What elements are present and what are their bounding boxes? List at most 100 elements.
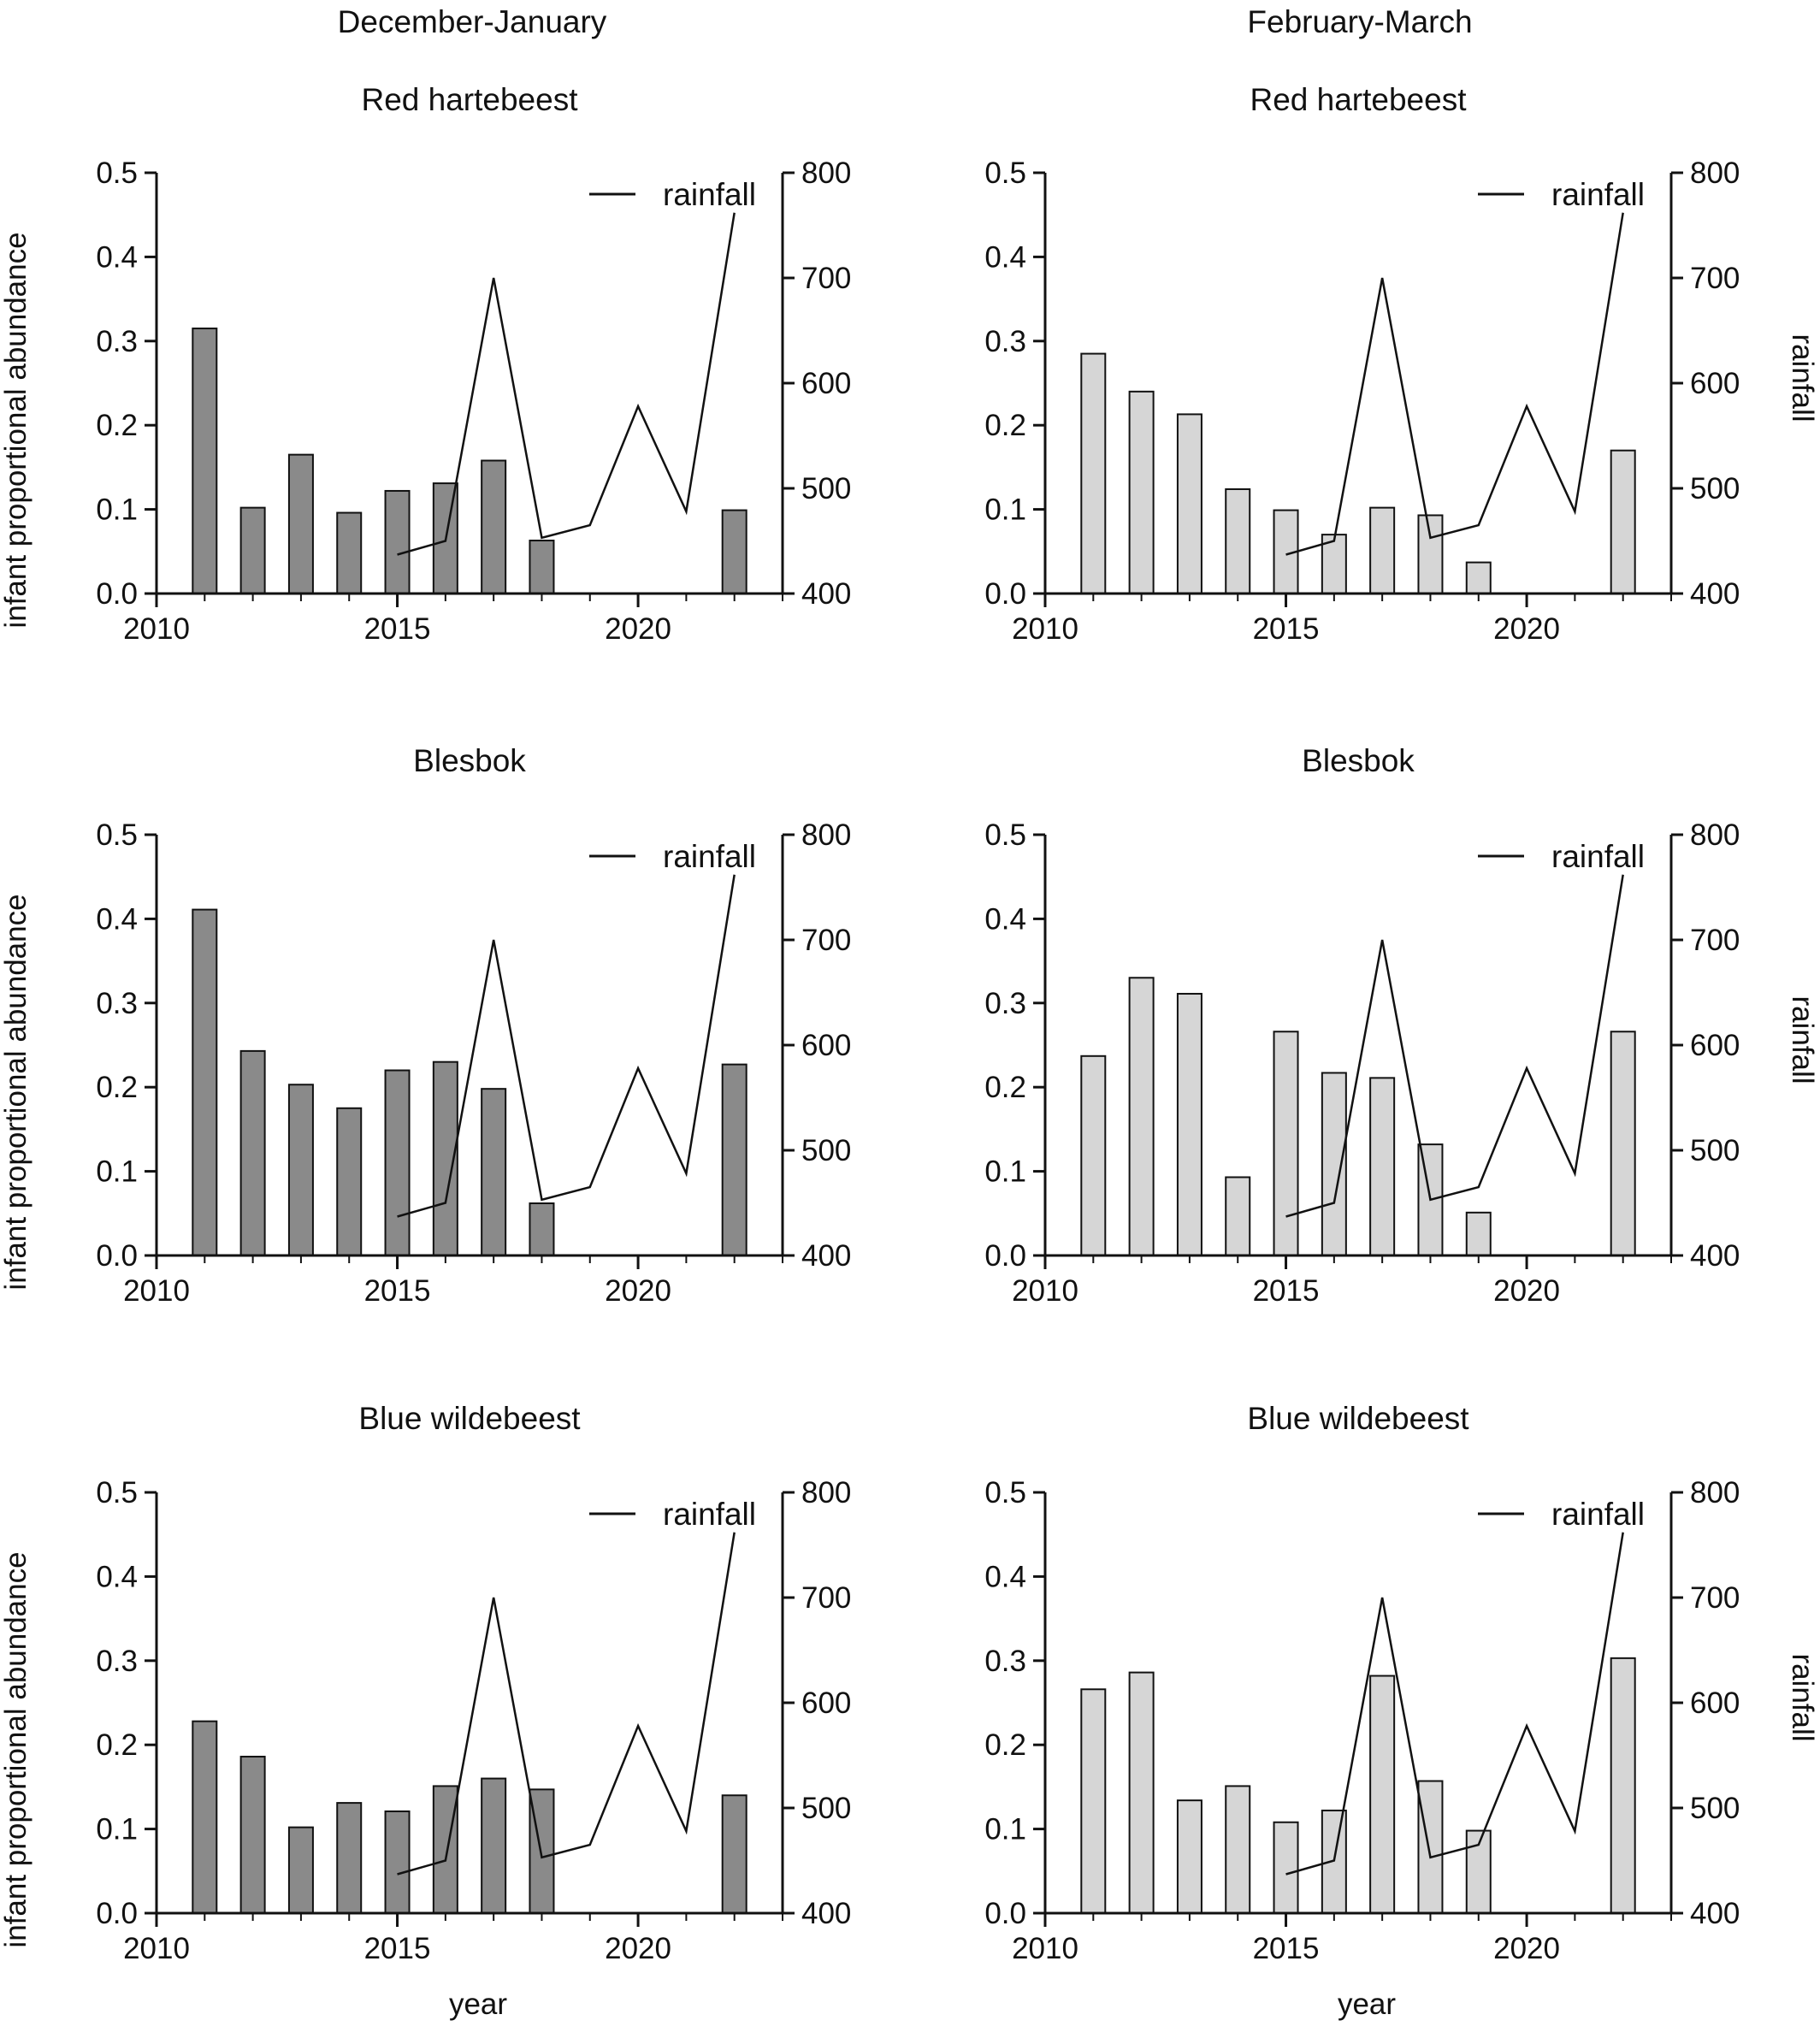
bar-2022 [1610,1031,1636,1256]
bar-2017 [1369,1077,1396,1256]
y2-tick-label: 400 [801,1239,851,1273]
bar-2015 [384,489,411,595]
y-tick-label: 0.5 [984,818,1026,852]
y-tick-label: 0.1 [984,1155,1026,1189]
rainfall-line [1285,212,1624,556]
y2-tick-label: 500 [801,472,851,505]
y-tick-label: 0.4 [96,240,138,274]
x-tick-label: 2020 [605,1274,671,1308]
x-tick-label: 2010 [123,612,190,646]
bar-2022 [1610,1657,1636,1915]
panels: Red hartebeest 0.0 0.1 0.2 0.3 0.4 0.5 400 500 60… [0,82,1819,2021]
bar-2012 [239,506,266,595]
bar-2013 [1176,1799,1202,1915]
bar-2014 [336,1107,363,1257]
column-title-dec-jan: December-January [338,4,607,39]
panel-dec-jan-0: Red hartebeest 0.0 0.1 0.2 0.3 0.4 0.5 400 500 60… [0,82,851,646]
x-tick-label: 2015 [364,612,431,646]
y-tick-label: 0.5 [984,157,1026,190]
legend-label: rainfall [1551,177,1645,212]
bar-2013 [287,453,314,595]
bar-2018 [1417,1143,1444,1257]
y2-tick-label: 700 [801,1581,851,1615]
x-tick-label: 2020 [605,1932,671,1965]
y-tick-label: 0.2 [96,1071,138,1104]
bar-2014 [1225,487,1251,595]
y2-tick-label: 700 [1690,262,1740,295]
y-tick-label: 0.4 [96,1560,138,1593]
panel-title: Blue wildebeest [1247,1401,1469,1436]
y2-tick-label: 800 [801,157,851,190]
y-tick-label: 0.3 [96,987,138,1020]
y-axis-label: infant proportional abundance [0,1551,32,1947]
bar-2016 [1321,1072,1347,1257]
y-tick-label: 0.1 [984,1813,1026,1846]
rainfall-line [397,1532,736,1876]
bar-2012 [239,1755,266,1915]
y2-tick-label: 800 [801,1476,851,1509]
x-tick-label: 2015 [1253,612,1320,646]
bar-2019 [1465,561,1492,594]
y2-tick-label: 500 [1690,1792,1740,1825]
y2-tick-label: 700 [801,262,851,295]
y-tick-label: 0.2 [96,1728,138,1762]
y-tick-label: 0.3 [96,325,138,358]
y2-tick-label: 400 [1690,1897,1740,1930]
y-tick-label: 0.0 [96,577,138,611]
bar-2018 [1417,1780,1444,1914]
bar-2011 [1080,1054,1107,1256]
panel-feb-mar-2: Blue wildebeest 0.0 0.1 0.2 0.3 0.4 0.5 400 500 6… [984,1401,1819,2021]
x-tick-label: 2010 [1012,1274,1078,1308]
bar-2012 [1128,977,1155,1257]
bar-2014 [1225,1785,1251,1915]
x-tick-label: 2010 [123,1274,190,1308]
panel-title: Blue wildebeest [358,1401,581,1436]
y2-tick-label: 800 [801,818,851,852]
y2-tick-label: 500 [801,1792,851,1825]
bar-2018 [529,1202,555,1256]
panel-title: Blesbok [1302,743,1415,778]
y2-tick-label: 800 [1690,157,1740,190]
bar-2011 [192,328,218,594]
bar-2022 [721,1794,748,1914]
y2-tick-label: 600 [801,1029,851,1062]
bar-2017 [1369,506,1396,595]
y-tick-label: 0.1 [96,1155,138,1189]
x-tick-label: 2010 [1012,1932,1078,1965]
x-tick-label: 2015 [1253,1274,1320,1308]
y2-tick-label: 400 [801,1897,851,1930]
y-tick-label: 0.0 [984,1897,1026,1930]
y2-tick-label: 500 [1690,472,1740,505]
y2-axis-label: rainfall [1786,995,1819,1084]
y-axis-label: infant proportional abundance [0,232,32,628]
rainfall-line [1285,1532,1624,1876]
x-tick-label: 2015 [364,1274,431,1308]
bar-2011 [1080,1688,1107,1914]
bar-2011 [192,1720,218,1914]
x-tick-label: 2020 [605,612,671,646]
y-tick-label: 0.2 [984,1071,1026,1104]
legend-label: rainfall [1551,1497,1645,1532]
y-tick-label: 0.2 [984,1728,1026,1762]
panel-dec-jan-2: Blue wildebeest 0.0 0.1 0.2 0.3 0.4 0.5 400 500 6… [0,1401,851,2021]
panel-dec-jan-1: Blesbok 0.0 0.1 0.2 0.3 0.4 0.5 400 500 600 700 800… [0,743,851,1308]
bar-2011 [1080,352,1107,594]
legend-label: rainfall [663,177,756,212]
y2-tick-label: 400 [1690,577,1740,611]
y-tick-label: 0.5 [96,818,138,852]
bar-2017 [481,1777,507,1915]
panel-feb-mar-0: Red hartebeest 0.0 0.1 0.2 0.3 0.4 0.5 400 500 60… [984,82,1819,646]
y-tick-label: 0.5 [96,1476,138,1509]
bar-2011 [192,908,218,1257]
y-tick-label: 0.4 [984,1560,1026,1593]
y-tick-label: 0.2 [984,409,1026,442]
legend-label: rainfall [663,1497,756,1532]
bar-2016 [1321,1809,1347,1914]
bar-2017 [481,459,507,595]
y2-tick-label: 400 [801,577,851,611]
legend-label: rainfall [663,839,756,874]
y-tick-label: 0.0 [96,1897,138,1930]
y-tick-label: 0.1 [984,493,1026,527]
y-tick-label: 0.0 [984,577,1026,611]
bar-2018 [1417,514,1444,594]
